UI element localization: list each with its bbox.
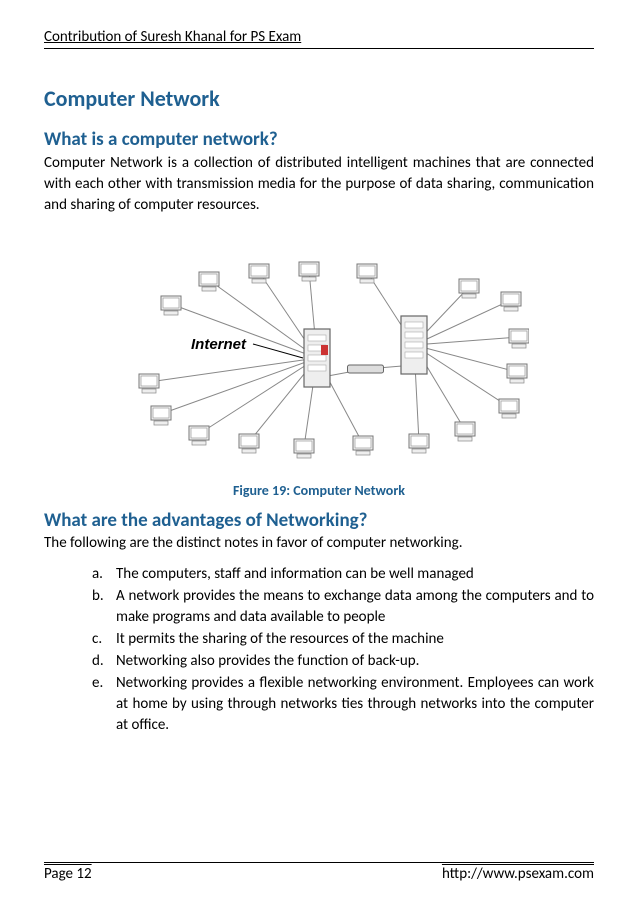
list-text: Networking provides a flexible networkin…: [116, 673, 594, 736]
list-item: d. Networking also provides the function…: [92, 651, 594, 672]
list-marker: a.: [92, 564, 116, 585]
network-diagram: Internet: [44, 234, 594, 474]
svg-text:Internet: Internet: [191, 336, 247, 353]
advantages-list: a. The computers, staff and information …: [44, 564, 594, 736]
section2-intro: The following are the distinct notes in …: [44, 534, 594, 552]
list-item: c. It permits the sharing of the resourc…: [92, 629, 594, 650]
section2-heading: What are the advantages of Networking?: [44, 509, 594, 532]
list-item: a. The computers, staff and information …: [92, 564, 594, 585]
list-text: A network provides the means to exchange…: [116, 586, 594, 628]
list-item: e. Networking provides a flexible networ…: [92, 673, 594, 736]
list-marker: b.: [92, 586, 116, 628]
list-marker: c.: [92, 629, 116, 650]
figure-caption: Figure 19: Computer Network: [44, 482, 594, 499]
list-marker: e.: [92, 673, 116, 736]
list-text: It permits the sharing of the resources …: [116, 629, 594, 650]
page-footer: Page 12 http://www.psexam.com: [44, 862, 594, 883]
document-title: Computer Network: [44, 85, 594, 112]
page-header: Contribution of Suresh Khanal for PS Exa…: [44, 28, 594, 49]
footer-url: http://www.psexam.com: [442, 865, 594, 883]
list-text: The computers, staff and information can…: [116, 564, 594, 585]
section1-heading: What is a computer network?: [44, 128, 594, 151]
section1-body: Computer Network is a collection of dist…: [44, 153, 594, 216]
list-item: b. A network provides the means to excha…: [92, 586, 594, 628]
list-text: Networking also provides the function of…: [116, 651, 594, 672]
list-marker: d.: [92, 651, 116, 672]
page-number: Page 12: [44, 865, 92, 883]
